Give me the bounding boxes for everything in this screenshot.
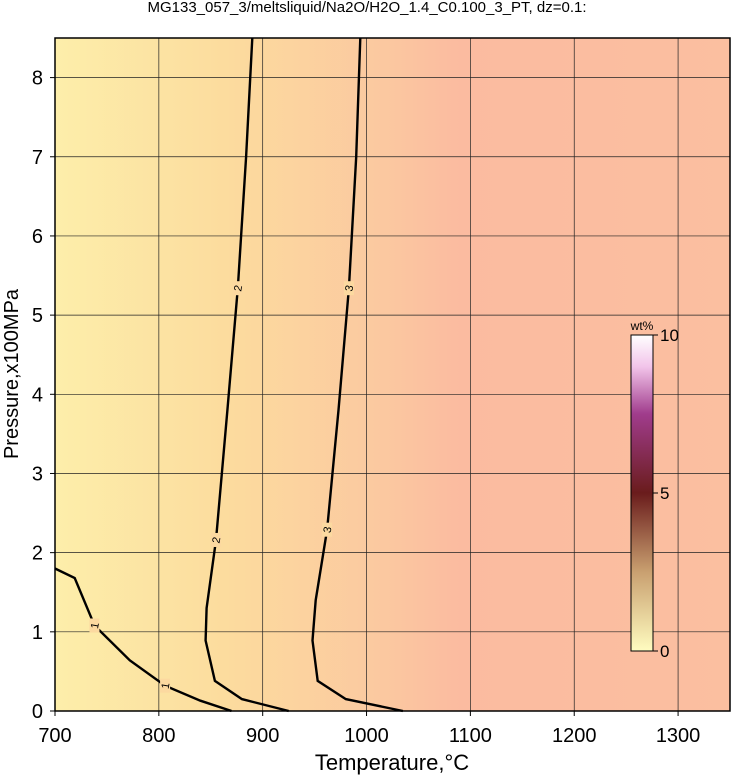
y-tick-label: 5 xyxy=(32,305,43,327)
contour-label: 3 xyxy=(322,526,335,534)
contour-line xyxy=(311,37,404,713)
contour-label-bg xyxy=(89,618,100,633)
contour-label: 1 xyxy=(160,682,173,690)
x-tick-label: 800 xyxy=(142,725,175,747)
contour-line xyxy=(204,37,289,713)
colorbar xyxy=(630,334,654,652)
contour-label-bg xyxy=(210,532,221,547)
y-tick-label: 6 xyxy=(32,226,43,248)
x-tick-label: 1100 xyxy=(449,725,492,747)
y-tick-label: 4 xyxy=(32,384,43,406)
colorbar-tick-label: 10 xyxy=(660,326,679,345)
y-tick-label: 3 xyxy=(32,463,43,485)
x-tick-label: 1200 xyxy=(552,725,597,747)
y-tick-label: 7 xyxy=(32,147,43,169)
chart-title: MG133_057_3/meltsliquid/Na2O/H2O_1.4_C0.… xyxy=(147,0,586,16)
plot-background xyxy=(55,38,730,711)
plot-frame xyxy=(54,37,731,712)
y-tick-label: 2 xyxy=(32,543,43,565)
contour-label-bg xyxy=(232,281,243,296)
x-tick-label: 700 xyxy=(38,725,71,747)
contour-label: 2 xyxy=(211,536,224,544)
x-tick-label: 1000 xyxy=(344,725,389,747)
y-tick-label: 0 xyxy=(32,701,43,723)
contour-label: 2 xyxy=(232,284,245,292)
y-tick-label: 8 xyxy=(32,68,43,90)
contour-label: 3 xyxy=(343,284,356,292)
y-tick-label: 1 xyxy=(32,622,43,644)
x-tick-label: 900 xyxy=(246,725,279,747)
contour-label-bg xyxy=(322,522,333,537)
contour-label-bg xyxy=(160,678,171,693)
contour-line xyxy=(54,567,232,713)
x-axis-label: Temperature,°C xyxy=(315,750,469,775)
contour-label-bg xyxy=(343,281,354,296)
contour-label: 1 xyxy=(89,622,102,630)
colorbar-tick-label: 5 xyxy=(660,484,669,503)
y-axis-label: Pressure,x100MPa xyxy=(1,288,23,459)
colorbar-label: wt% xyxy=(630,319,654,333)
x-tick-label: 1300 xyxy=(656,725,701,747)
colorbar-tick-label: 0 xyxy=(660,642,669,661)
